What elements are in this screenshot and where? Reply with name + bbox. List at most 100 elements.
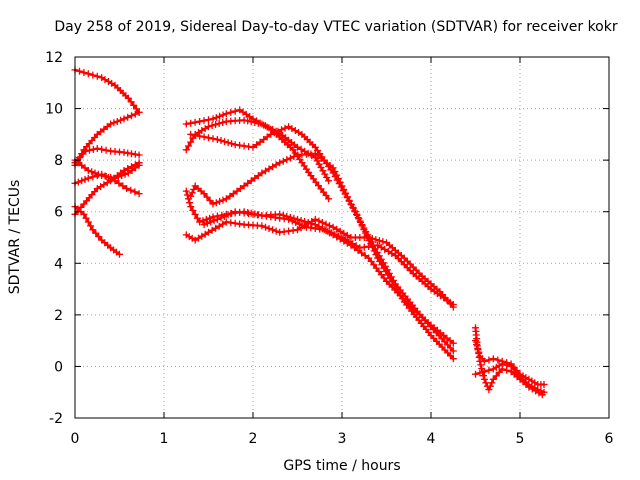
data-point (483, 370, 486, 373)
data-point (501, 362, 504, 366)
y-axis-label: SDTVAR / TECUs (7, 180, 23, 295)
y-tick-label: 10 (45, 102, 63, 118)
data-point (349, 236, 353, 239)
data-point (87, 169, 90, 172)
data-point (82, 148, 86, 152)
data-point (137, 111, 141, 114)
data-point (251, 146, 255, 149)
data-point (536, 383, 539, 386)
series-track-6 (71, 203, 123, 258)
data-point (349, 202, 353, 206)
data-point (216, 218, 219, 221)
data-point (291, 148, 295, 152)
x-tick-label: 5 (516, 431, 525, 447)
series-track-13 (182, 215, 457, 311)
data-point (474, 339, 477, 342)
data-point (127, 171, 130, 175)
data-point (323, 228, 326, 231)
data-point (478, 354, 482, 358)
series-line (189, 152, 455, 353)
y-tick-label: 2 (54, 308, 63, 324)
data-point (429, 334, 433, 337)
x-tick-label: 1 (160, 431, 169, 447)
data-point (127, 97, 130, 100)
data-point (296, 146, 299, 149)
series-track-16 (472, 337, 548, 388)
series-track-3 (71, 145, 143, 167)
data-point (492, 357, 495, 360)
data-point (202, 223, 206, 226)
data-point (137, 192, 141, 195)
data-point (407, 303, 410, 306)
data-point (91, 228, 95, 231)
data-point (367, 256, 370, 260)
data-point (122, 117, 126, 121)
data-point (487, 388, 491, 391)
y-tick-label: -2 (49, 411, 63, 427)
data-point (207, 125, 210, 128)
data-point (193, 238, 197, 242)
data-point (518, 375, 522, 378)
data-point (340, 236, 344, 239)
data-point (109, 179, 112, 182)
data-point (122, 151, 126, 154)
data-point (483, 360, 486, 363)
data-point (242, 118, 246, 122)
data-point (109, 122, 112, 126)
data-point (536, 388, 539, 391)
data-point (278, 161, 281, 164)
data-point (327, 197, 330, 201)
data-point (269, 215, 272, 219)
data-point (305, 225, 308, 229)
data-point (501, 367, 504, 371)
y-tick-label: 4 (54, 256, 63, 272)
data-point (100, 76, 103, 79)
data-point (331, 171, 335, 175)
y-tick-label: 6 (54, 205, 63, 221)
data-point (207, 231, 210, 234)
data-point (527, 383, 531, 386)
data-point (185, 233, 188, 237)
data-point (96, 147, 99, 150)
data-point (358, 246, 361, 250)
data-point (185, 189, 188, 193)
data-point (296, 153, 299, 157)
series-line (73, 68, 141, 114)
series-line (73, 111, 141, 167)
data-point (225, 220, 228, 224)
data-point (278, 231, 281, 234)
x-tick-label: 2 (249, 431, 258, 447)
data-point (412, 272, 415, 275)
data-point (309, 174, 313, 177)
data-point (376, 244, 379, 247)
data-point (331, 166, 335, 170)
data-point (278, 131, 281, 135)
data-point (420, 274, 424, 278)
data-point (478, 360, 482, 363)
data-point (202, 135, 206, 139)
y-tick-label: 0 (54, 359, 63, 375)
data-point (82, 213, 86, 216)
data-point (260, 224, 264, 228)
data-point (125, 187, 128, 190)
data-point (122, 169, 126, 172)
data-point (251, 117, 255, 121)
data-point (300, 133, 304, 136)
data-point (216, 138, 219, 141)
data-point (542, 383, 546, 386)
series-track-7 (71, 159, 143, 218)
data-point (367, 236, 370, 239)
data-point (87, 72, 90, 75)
data-point (474, 372, 477, 376)
data-point (225, 120, 228, 123)
data-point (452, 357, 455, 360)
data-series (71, 66, 548, 399)
data-point (269, 133, 272, 136)
data-point (87, 176, 90, 180)
series-markers (472, 337, 548, 388)
data-point (331, 225, 335, 229)
data-point (96, 187, 99, 190)
data-point (185, 122, 188, 126)
data-point (193, 184, 197, 188)
data-point (541, 393, 544, 396)
